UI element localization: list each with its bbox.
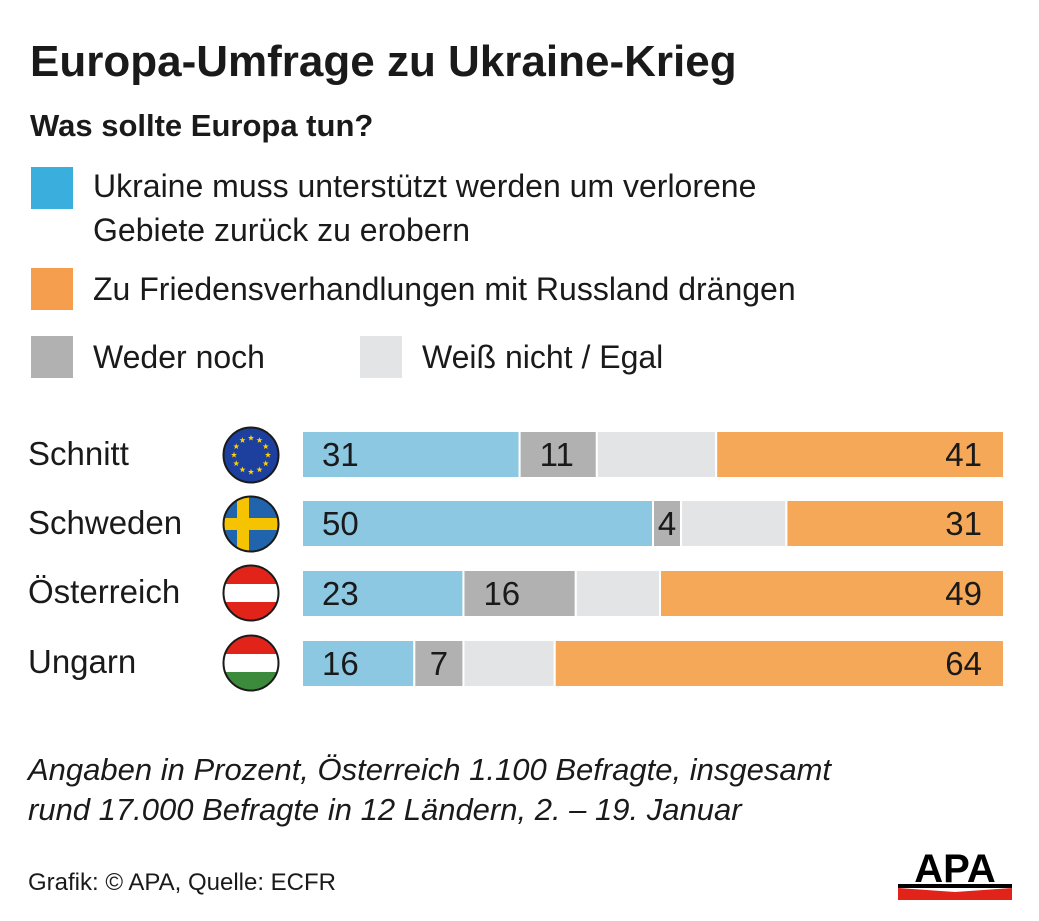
bar-segment-peace <box>553 639 1005 688</box>
bar-value-label: 23 <box>322 575 359 612</box>
eu-star <box>239 466 246 473</box>
bar-value-label: 31 <box>322 436 359 473</box>
row-label-schnitt: Schnitt <box>28 435 129 472</box>
eu-star <box>233 443 240 450</box>
eu-star <box>256 437 263 443</box>
chart-note: Angaben in Prozent, Österreich 1.100 Bef… <box>28 750 831 830</box>
eu-star <box>262 460 269 467</box>
bar-value-label: 50 <box>322 505 359 542</box>
bar-segment-neither <box>413 639 465 688</box>
apa-logo: APA <box>898 848 1012 900</box>
bar-value-label: 31 <box>945 505 982 542</box>
eu-star <box>230 451 238 458</box>
bar-value-label: 64 <box>945 645 982 682</box>
bar-value-label: 7 <box>430 645 448 682</box>
bar-segment-dontknow <box>680 499 788 548</box>
chart-note-line-1: Angaben in Prozent, Österreich 1.100 Bef… <box>28 752 832 787</box>
row-label-ungarn: Ungarn <box>28 643 137 680</box>
row-label-schweden: Schweden <box>28 504 183 541</box>
legend-swatch-peace <box>31 268 73 310</box>
bar-value-label: 41 <box>945 436 982 473</box>
eu-star <box>256 466 263 473</box>
bar-segment-neither <box>652 499 683 548</box>
eu-star <box>264 451 272 458</box>
legend-swatch-neither <box>31 336 73 378</box>
bar-segment-peace <box>659 569 1006 618</box>
chart-title: Europa-Umfrage zu Ukraine-Krieg <box>30 37 737 86</box>
eu-flag-icon <box>222 426 280 484</box>
bar-segment-dontknow <box>574 569 662 618</box>
legend-label-support-line2: Gebiete zurück zu erobern <box>93 212 471 248</box>
bar-value-label: 4 <box>658 505 676 542</box>
bar-segment-dontknow <box>462 639 556 688</box>
legend-label-neither: Weder noch <box>93 339 265 375</box>
bar-segment-peace <box>785 499 1005 548</box>
chart-note-line-2: rund 17.000 Befragte in 12 Ländern, 2. –… <box>28 792 742 827</box>
row-label-oesterreich: Österreich <box>28 573 181 610</box>
bar-value-label: 11 <box>540 436 574 473</box>
legend-swatch-dontknow <box>360 336 402 378</box>
eu-star <box>247 468 255 475</box>
bar-value-label: 16 <box>483 575 520 612</box>
sweden-flag-icon <box>222 495 280 553</box>
legend-label-support-line1: Ukraine muss unterstützt werden um verlo… <box>93 168 757 204</box>
bar-value-label: 16 <box>322 645 359 682</box>
legend-swatch-support <box>31 167 73 209</box>
austria-flag-icon <box>222 564 280 622</box>
eu-star <box>239 437 246 443</box>
bar-value-label: 49 <box>945 575 982 612</box>
eu-star <box>233 460 240 467</box>
bar-segment-peace <box>715 430 1005 479</box>
bar-segment-support <box>301 569 465 618</box>
apa-logo-text: APA <box>914 848 995 891</box>
bar-segment-dontknow <box>595 430 718 479</box>
legend-label-peace: Zu Friedensverhandlungen mit Russland dr… <box>93 271 796 307</box>
legend-label-dontknow: Weiß nicht / Egal <box>422 339 664 375</box>
eu-star <box>262 443 269 450</box>
hungary-flag-icon <box>222 634 280 692</box>
chart-subtitle: Was sollte Europa tun? <box>30 108 374 143</box>
chart-source: Grafik: © APA, Quelle: ECFR <box>28 869 336 896</box>
eu-star <box>247 434 255 441</box>
bar-segment-neither <box>462 569 577 618</box>
